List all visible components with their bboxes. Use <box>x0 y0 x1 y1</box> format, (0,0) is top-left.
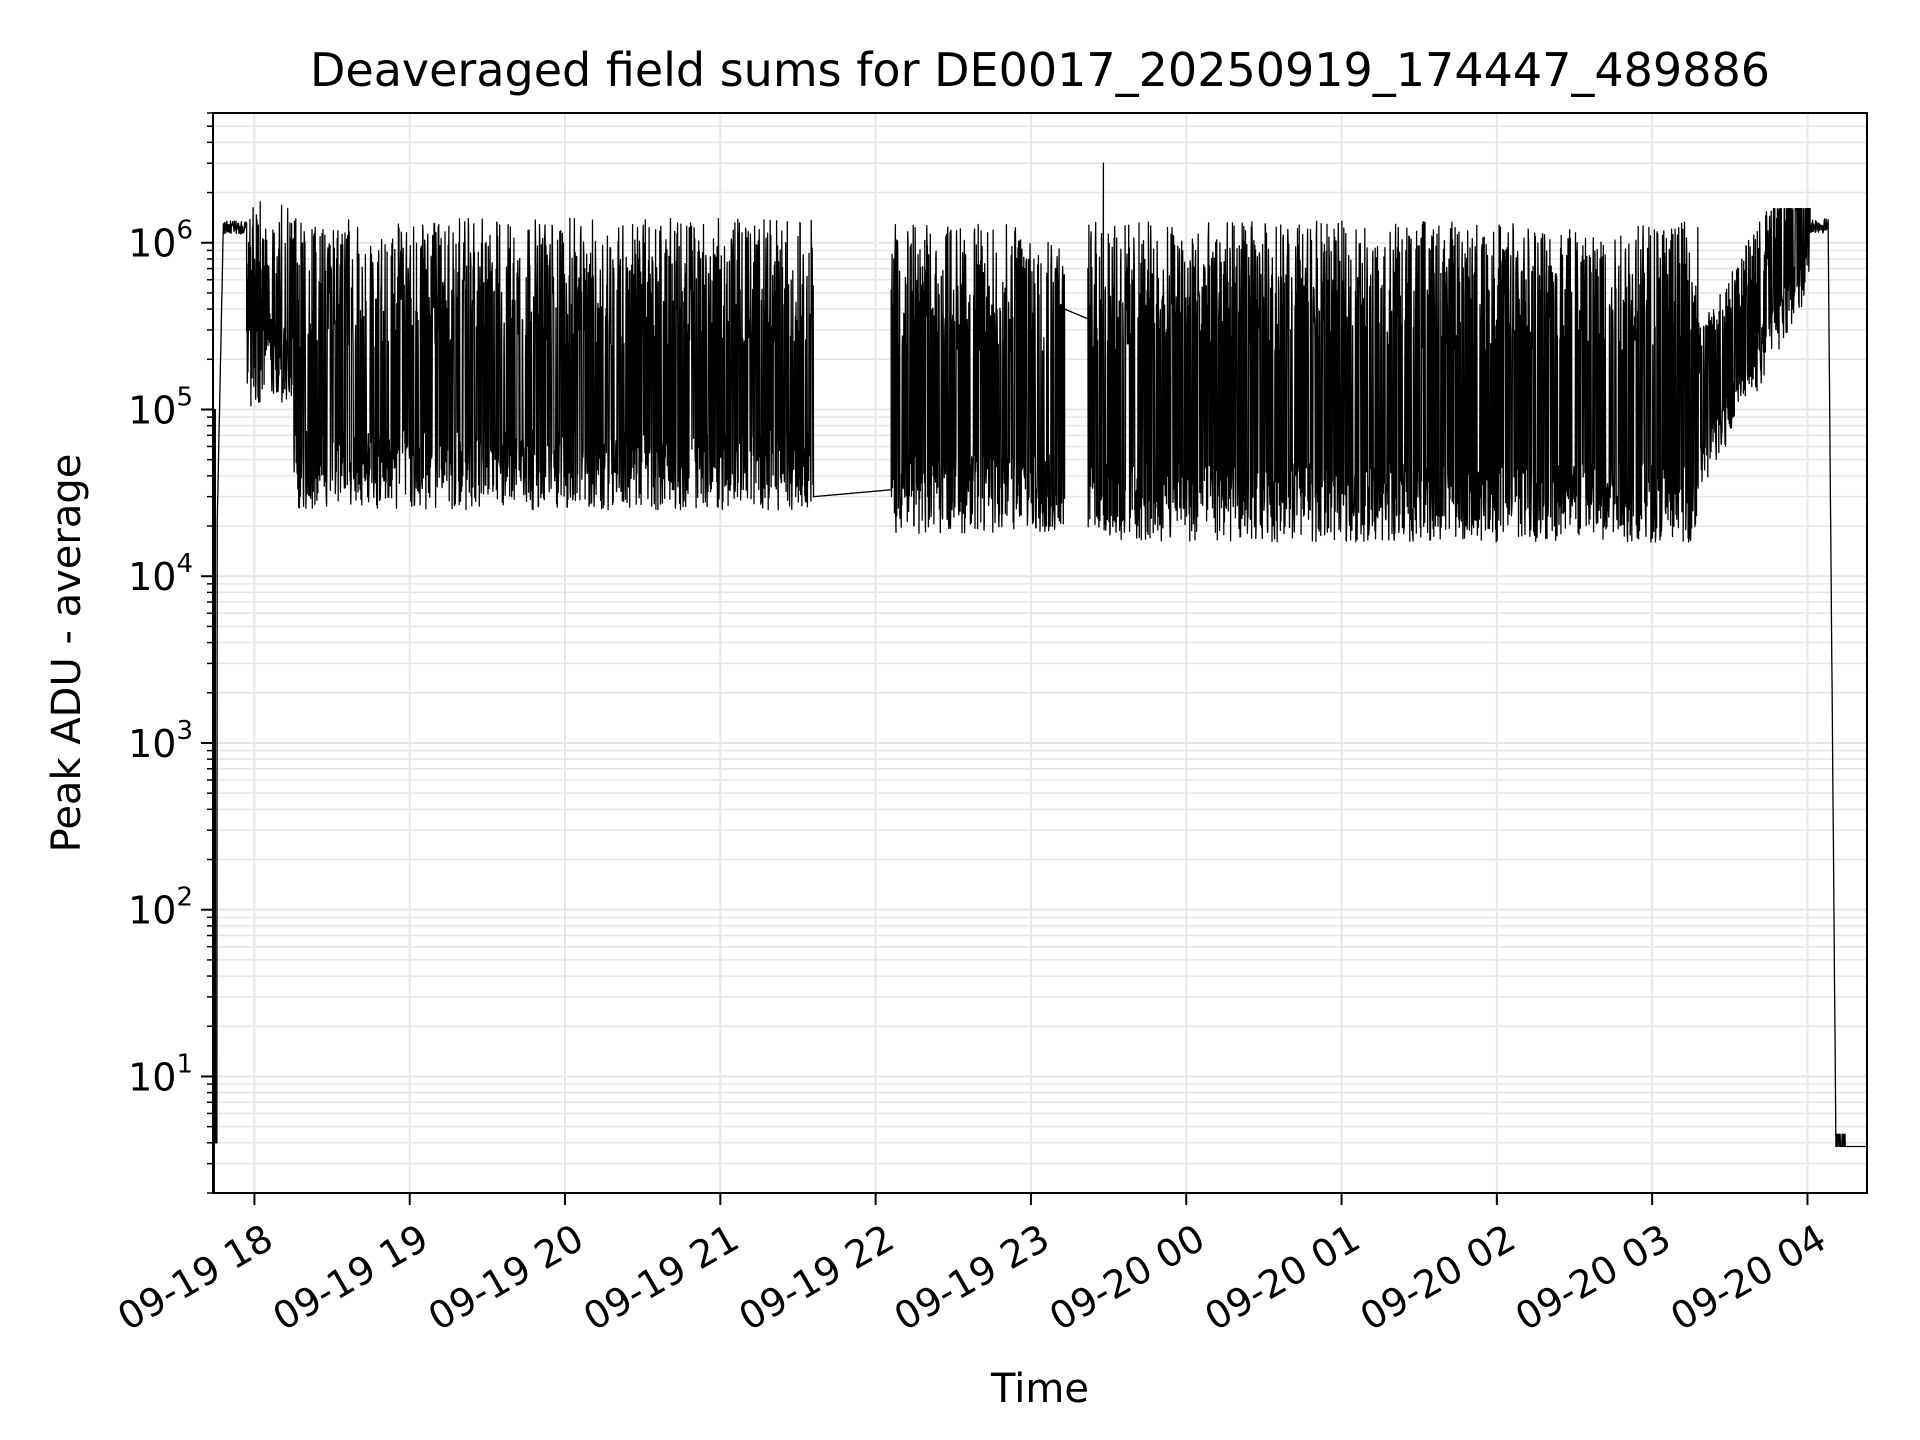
y-tick-label: 104 <box>128 549 193 599</box>
x-axis-label: Time <box>990 1366 1089 1412</box>
plot-frame <box>212 112 1868 1194</box>
y-tick-label: 102 <box>128 883 193 933</box>
y-tick-label: 101 <box>128 1049 193 1099</box>
series <box>212 162 1868 1194</box>
y-tick-label: 105 <box>128 382 193 432</box>
chart-title: Deaveraged field sums for DE0017_2025091… <box>310 43 1770 97</box>
y-tick-label: 106 <box>128 216 193 266</box>
y-axis-label: Peak ADU - average <box>44 454 90 853</box>
series-line <box>212 162 1868 1194</box>
y-tick-label: 103 <box>128 716 193 766</box>
y-ticks: 101 102 103 104 105 106 <box>128 112 213 1194</box>
